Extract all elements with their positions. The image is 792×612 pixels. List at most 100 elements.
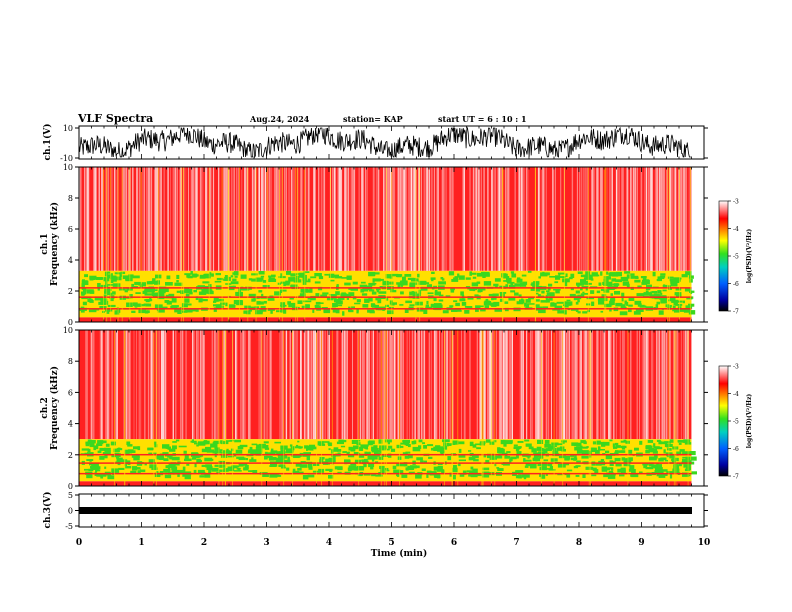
spec-streak <box>79 167 81 271</box>
spec-pixel <box>248 278 257 281</box>
spec-pixel <box>427 292 434 295</box>
spec-pixel <box>416 457 423 461</box>
spec-streak <box>365 167 366 271</box>
spec-streak <box>498 330 501 440</box>
spec-band-base <box>79 317 692 322</box>
spec-pixel <box>440 277 444 280</box>
spec-streak <box>274 167 275 271</box>
spec-pixel <box>321 307 328 309</box>
spec-pixel <box>503 285 508 288</box>
spec-pixel <box>326 297 334 301</box>
spec-pixel <box>535 304 540 307</box>
spec-streak <box>420 330 423 440</box>
spec-pixel <box>379 450 382 454</box>
spec-pixel <box>178 445 187 448</box>
spec-streak <box>569 330 570 440</box>
spec-pixel <box>371 291 377 295</box>
spec-pixel <box>292 277 300 281</box>
spec-pixel <box>658 310 664 315</box>
spec-pixel <box>647 439 654 443</box>
spec-streak <box>249 330 251 440</box>
spec-pixel <box>261 445 266 449</box>
spec-pixel <box>108 474 112 477</box>
spec-pixel <box>396 444 401 449</box>
spec-streak <box>211 330 214 440</box>
spec-spike <box>391 167 393 322</box>
spec-pixel <box>205 464 212 468</box>
spec-pixel <box>89 442 95 448</box>
spec-streak <box>656 330 658 440</box>
spec-pixel <box>104 466 107 469</box>
spec-pixel <box>475 309 479 312</box>
spec-spike <box>587 167 589 322</box>
spec-pixel <box>501 273 508 277</box>
spec-streak <box>125 167 128 271</box>
spec-streak <box>462 167 464 271</box>
spec-streak <box>233 167 235 271</box>
spec-pixel <box>458 441 465 445</box>
spec-pixel <box>124 463 127 467</box>
xtick-label: 6 <box>451 538 457 548</box>
spec-pixel <box>482 467 490 471</box>
spec-pixel <box>656 473 663 477</box>
spec-pixel <box>417 273 420 278</box>
spec-pixel <box>600 289 604 291</box>
spec-streak <box>361 167 363 271</box>
spec-streak <box>586 167 587 271</box>
spec-streak <box>188 167 189 271</box>
spec-pixel <box>440 452 444 455</box>
spec-pixel <box>683 439 691 443</box>
spec-streak <box>537 330 540 440</box>
spec-pixel <box>645 467 649 469</box>
spec-pixel <box>362 304 369 308</box>
spec-pixel <box>354 466 358 471</box>
spec-pixel <box>566 299 571 302</box>
spec-pixel <box>302 454 311 457</box>
spec-streak <box>319 330 322 440</box>
spec-pixel <box>249 446 253 450</box>
spec-streak <box>618 167 620 271</box>
spec-pixel <box>597 446 601 451</box>
ytick-label: 8 <box>68 357 73 366</box>
spec-pixel <box>503 443 507 447</box>
spec-pixel <box>97 283 101 288</box>
spec-pixel <box>201 288 208 294</box>
spec-line <box>79 453 692 456</box>
spec-streak <box>307 167 310 271</box>
spec-pixel <box>204 273 211 278</box>
spec-pixel <box>544 440 550 444</box>
spec-streak <box>167 167 169 271</box>
spec-streak <box>173 167 176 271</box>
spec-streak <box>366 167 368 271</box>
spec-pixel <box>577 299 580 303</box>
spec-pixel <box>497 448 505 454</box>
spec-streak <box>556 330 558 440</box>
spec-pixel <box>441 278 445 281</box>
spec-pixel <box>177 310 182 314</box>
spec-pixel <box>171 298 177 303</box>
spec-streak <box>391 330 392 440</box>
spec-streak <box>111 330 113 440</box>
spec-streak <box>93 330 95 440</box>
spec-pixel <box>100 284 109 288</box>
spec-spike <box>399 330 400 486</box>
spec-streak <box>157 167 159 271</box>
spec-streak <box>574 330 576 440</box>
spec-streak <box>601 167 603 271</box>
spec-pixel <box>494 278 501 282</box>
spec-pixel <box>575 290 580 294</box>
spec-streak <box>393 330 396 440</box>
spec-pixel <box>552 450 559 455</box>
spec-pixel <box>348 288 354 290</box>
spec-streak <box>320 167 323 271</box>
spec-pixel <box>132 466 138 471</box>
spec-spike <box>255 167 257 322</box>
spec-pixel <box>550 458 555 462</box>
spec-streak <box>244 330 246 440</box>
spec-pixel <box>453 474 456 480</box>
spec-spike <box>304 167 306 322</box>
spec-streak <box>664 167 665 271</box>
spec-streak <box>592 167 594 271</box>
spec-pixel <box>669 454 676 459</box>
spec-streak <box>240 330 242 440</box>
